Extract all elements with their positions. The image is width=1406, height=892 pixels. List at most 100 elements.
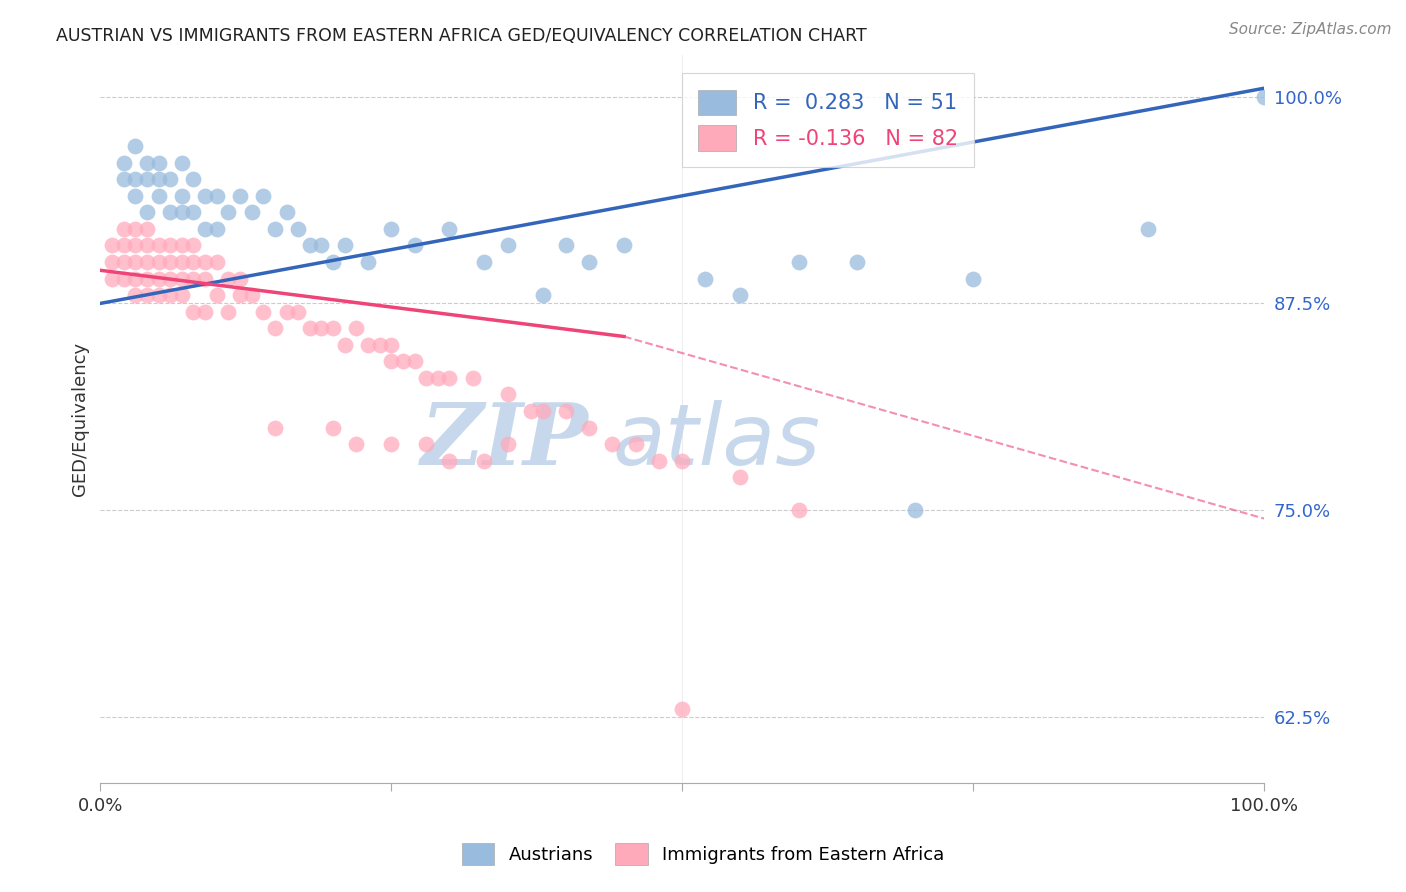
Point: [730, 470, 752, 484]
Point: [170, 155, 193, 169]
Point: [264, 420, 287, 434]
Point: [205, 189, 228, 203]
Point: [170, 238, 193, 252]
Point: [474, 255, 496, 269]
Point: [357, 255, 380, 269]
Point: [159, 238, 181, 252]
Point: [264, 321, 287, 335]
Point: [194, 189, 217, 203]
Point: [124, 238, 146, 252]
Point: [322, 321, 344, 335]
Point: [344, 437, 367, 451]
Point: [322, 420, 344, 434]
Point: [287, 304, 309, 318]
Point: [112, 255, 135, 269]
Point: [531, 288, 554, 302]
Point: [380, 437, 402, 451]
Point: [124, 271, 146, 285]
Point: [357, 338, 380, 352]
Point: [229, 271, 252, 285]
Point: [368, 338, 391, 352]
Point: [695, 271, 717, 285]
Point: [135, 205, 157, 219]
Point: [496, 238, 519, 252]
Point: [159, 255, 181, 269]
Point: [112, 222, 135, 236]
Text: ZIP: ZIP: [422, 400, 589, 483]
Point: [240, 205, 263, 219]
Point: [1253, 89, 1275, 103]
Point: [392, 354, 415, 368]
Point: [240, 288, 263, 302]
Point: [194, 271, 217, 285]
Point: [148, 238, 170, 252]
Text: AUSTRIAN VS IMMIGRANTS FROM EASTERN AFRICA GED/EQUIVALENCY CORRELATION CHART: AUSTRIAN VS IMMIGRANTS FROM EASTERN AFRI…: [56, 27, 868, 45]
Point: [170, 189, 193, 203]
Point: [496, 437, 519, 451]
Point: [217, 271, 239, 285]
Point: [787, 503, 810, 517]
Point: [183, 205, 205, 219]
Point: [148, 288, 170, 302]
Text: Source: ZipAtlas.com: Source: ZipAtlas.com: [1229, 22, 1392, 37]
Point: [148, 189, 170, 203]
Point: [183, 255, 205, 269]
Point: [439, 453, 461, 467]
Point: [194, 255, 217, 269]
Point: [602, 437, 624, 451]
Point: [962, 271, 984, 285]
Point: [904, 503, 927, 517]
Point: [148, 255, 170, 269]
Point: [531, 404, 554, 418]
Point: [101, 238, 124, 252]
Point: [439, 222, 461, 236]
Point: [264, 222, 287, 236]
Point: [112, 271, 135, 285]
Legend: R =  0.283   N = 51, R = -0.136   N = 82: R = 0.283 N = 51, R = -0.136 N = 82: [682, 73, 974, 168]
Point: [205, 255, 228, 269]
Point: [135, 271, 157, 285]
Point: [124, 255, 146, 269]
Point: [217, 304, 239, 318]
Point: [170, 205, 193, 219]
Point: [671, 702, 693, 716]
Point: [124, 222, 146, 236]
Point: [624, 437, 647, 451]
Point: [124, 172, 146, 186]
Point: [311, 238, 333, 252]
Point: [170, 288, 193, 302]
Point: [1136, 222, 1159, 236]
Point: [578, 255, 600, 269]
Point: [159, 172, 181, 186]
Point: [787, 255, 810, 269]
Point: [194, 222, 217, 236]
Point: [124, 189, 146, 203]
Point: [205, 222, 228, 236]
Point: [159, 205, 181, 219]
Point: [554, 404, 576, 418]
Point: [333, 238, 356, 252]
Point: [333, 338, 356, 352]
Point: [135, 288, 157, 302]
Point: [101, 271, 124, 285]
Point: [380, 354, 402, 368]
Point: [217, 205, 239, 219]
Point: [322, 255, 344, 269]
Point: [496, 387, 519, 401]
Point: [183, 238, 205, 252]
Point: [229, 288, 252, 302]
Point: [252, 189, 274, 203]
Point: [380, 222, 402, 236]
Point: [578, 420, 600, 434]
Point: [135, 222, 157, 236]
Point: [148, 271, 170, 285]
Point: [135, 255, 157, 269]
Point: [298, 238, 321, 252]
Point: [148, 172, 170, 186]
Point: [135, 172, 157, 186]
Point: [101, 255, 124, 269]
Point: [613, 238, 636, 252]
Point: [229, 189, 252, 203]
Point: [404, 354, 426, 368]
Point: [135, 155, 157, 169]
